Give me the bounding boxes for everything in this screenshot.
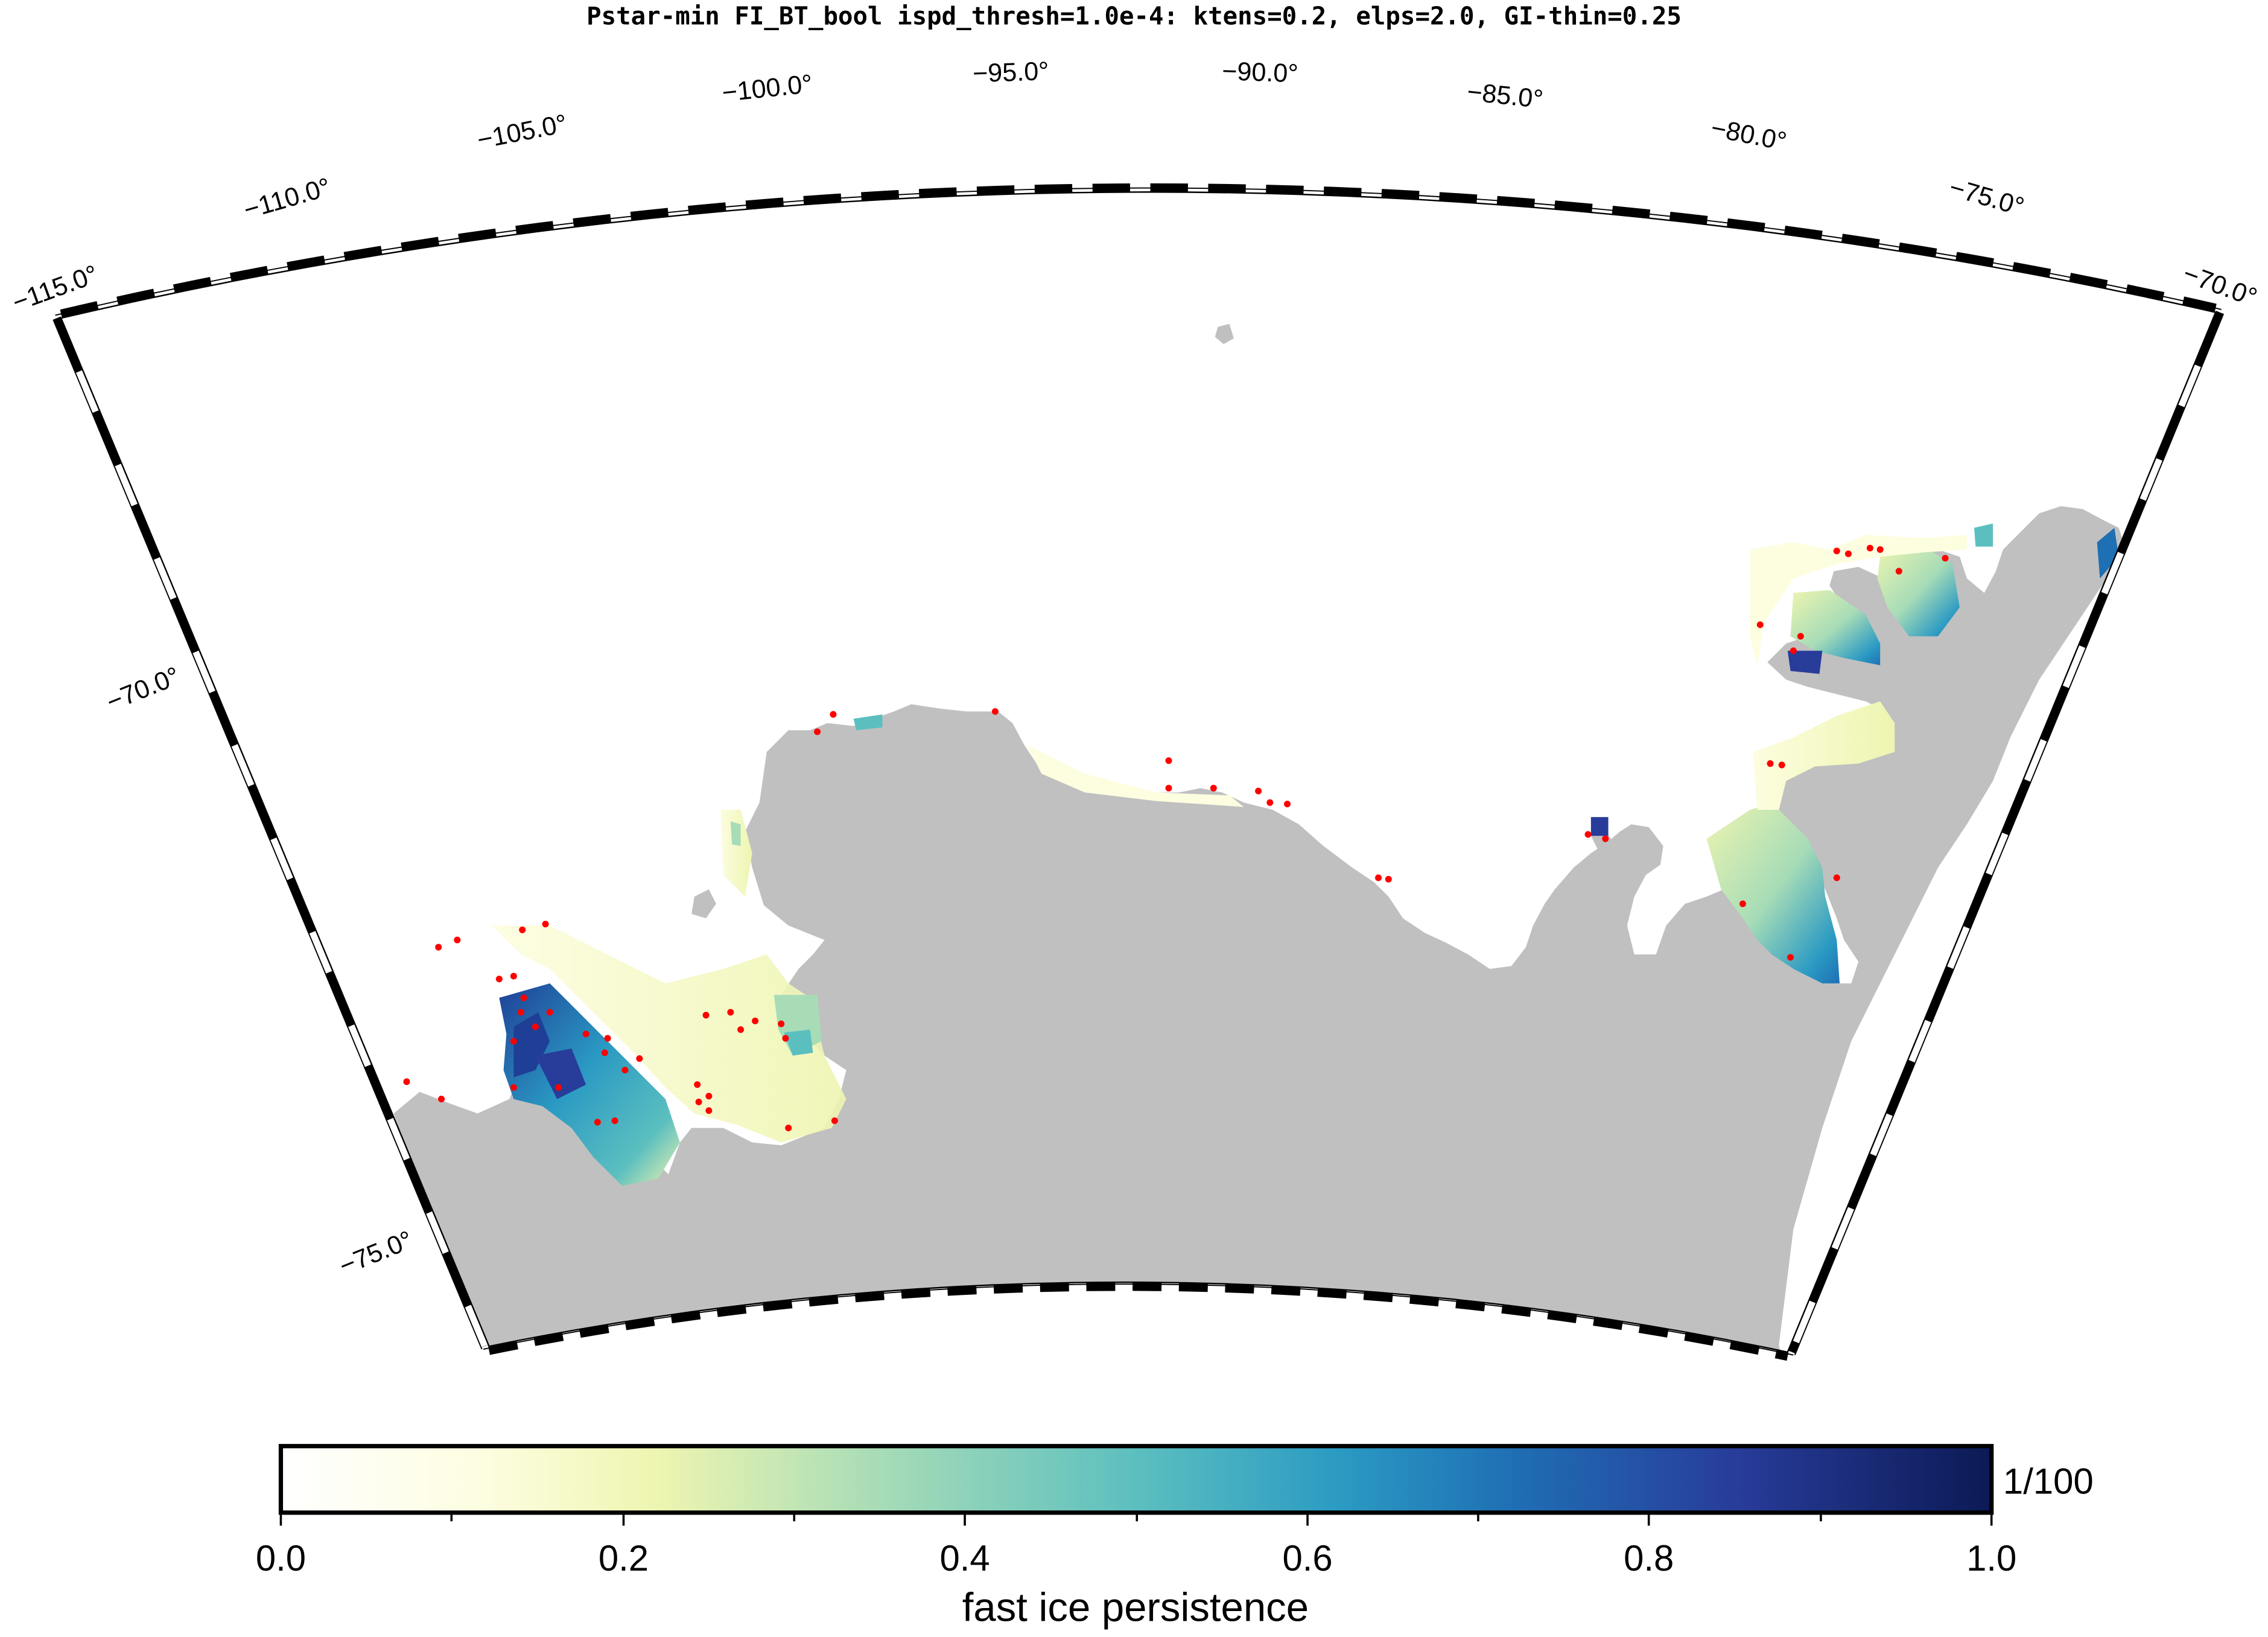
island <box>691 889 716 918</box>
colorbar-ticks <box>279 1512 1993 1526</box>
lon-label-100: −100.0° <box>720 69 814 107</box>
map-frame <box>52 183 2225 1361</box>
map-area <box>393 323 2126 1352</box>
colorbar-tick-label: 0.0 <box>256 1538 306 1578</box>
island <box>1215 323 1234 345</box>
lon-label-105: −105.0° <box>475 109 570 155</box>
lon-label-75: −75.0° <box>1946 173 2027 221</box>
longitude-labels: −115.0° −110.0° −105.0° −100.0° −95.0° −… <box>8 57 2261 317</box>
lon-label-80: −80.0° <box>1709 113 1789 156</box>
colorbar-tick-label: 0.4 <box>939 1538 989 1578</box>
colorbar: 0.0 0.2 0.4 0.6 0.8 1.0 1/100 fast ice p… <box>256 1444 2094 1630</box>
land-mass <box>393 506 2126 1352</box>
lat-label-75: −75.0° <box>335 1225 417 1281</box>
latitude-labels: −70.0° −75.0° <box>103 661 417 1281</box>
lat-label-70: −70.0° <box>103 661 184 717</box>
lon-label-90: −90.0° <box>1222 57 1299 88</box>
colorbar-tick-label: 1.0 <box>1966 1538 2016 1578</box>
colorbar-tick-label: 0.2 <box>599 1538 649 1578</box>
figure-title: Pstar-min FI_BT_bool ispd_thresh=1.0e-4:… <box>586 2 1682 31</box>
lon-label-95: −95.0° <box>972 57 1049 88</box>
colorbar-title: fast ice persistence <box>962 1585 1309 1630</box>
colorbar-gradient <box>278 1444 1994 1515</box>
grounded-iceberg-points <box>403 544 1949 1131</box>
fast-ice-field <box>492 523 2119 1186</box>
colorbar-tick-label: 0.8 <box>1624 1538 1674 1578</box>
colorbar-tick-label: 0.6 <box>1282 1538 1332 1578</box>
colorbar-unit: 1/100 <box>2003 1461 2094 1502</box>
lon-label-110: −110.0° <box>241 173 334 225</box>
lon-label-85: −85.0° <box>1466 77 1545 114</box>
